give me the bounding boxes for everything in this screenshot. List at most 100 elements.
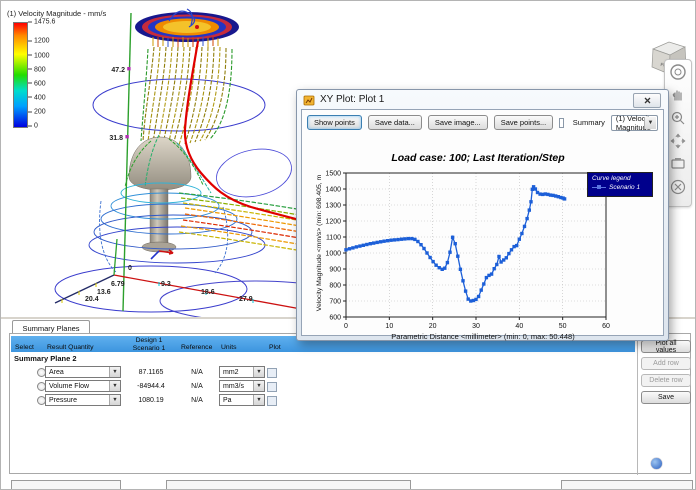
save-image-button[interactable]: Save image...: [427, 115, 488, 130]
units-dropdown[interactable]: mm2 ▼: [219, 366, 265, 378]
svg-text:27.9: 27.9: [239, 296, 253, 303]
chevron-down-icon: ▼: [109, 395, 120, 405]
svg-text:31.8: 31.8: [109, 135, 123, 142]
quantity-dropdown[interactable]: Area ▼: [45, 366, 121, 378]
chart-y-axis-label: Velocity Magnitude <mm/s> (min: 698.405,…: [316, 174, 323, 312]
summary-checkbox-label: Summary: [572, 118, 605, 127]
xy-plot-titlebar[interactable]: XY Plot: Plot 1: [297, 90, 668, 109]
quantity-dropdown[interactable]: Volume Flow ▼: [45, 380, 121, 392]
scenario-value: -84944.4: [137, 383, 165, 390]
summary-table: Select Result Quantity Design 1 Scenario…: [9, 333, 691, 474]
svg-text:1400: 1400: [325, 187, 341, 194]
add-row-button[interactable]: Add row: [641, 357, 691, 370]
svg-text:1500: 1500: [325, 171, 341, 178]
plot-all-values-button[interactable]: Plot all values: [641, 340, 691, 354]
table-row: Pressure ▼ 1080.19 N/A Pa ▼: [11, 394, 635, 407]
legend-tick: 600: [28, 80, 46, 87]
curve-legend: Curve legend Scenario 1: [587, 172, 653, 197]
summary-panel: Summary Planes Select Result Quantity De…: [1, 319, 695, 489]
legend-tick: 200: [28, 108, 46, 115]
chevron-down-icon: ▼: [253, 367, 264, 377]
close-button[interactable]: [633, 93, 661, 108]
save-button[interactable]: Save: [641, 391, 691, 404]
length-ruler: 47.2 31.8: [109, 12, 132, 312]
pan-hand-icon[interactable]: [667, 84, 689, 106]
table-row: Volume Flow ▼ -84944.4 N/A mm3/s ▼: [11, 380, 635, 393]
steering-wheel-icon[interactable]: [667, 61, 689, 83]
curve-legend-title: Curve legend: [592, 175, 631, 182]
orbit-icon[interactable]: [667, 130, 689, 152]
svg-text:1100: 1100: [326, 235, 341, 242]
svg-text:1000: 1000: [325, 251, 341, 258]
svg-text:900: 900: [329, 267, 341, 274]
plot-checkbox[interactable]: [267, 368, 277, 378]
svg-text:60: 60: [602, 323, 610, 330]
series-marker-icon: [592, 185, 606, 189]
chart-x-axis-label: Parametric Distance <millimeter> (min: 0…: [391, 332, 575, 341]
zoom-icon[interactable]: [667, 107, 689, 129]
status-globe-icon[interactable]: [651, 458, 662, 469]
chevron-down-icon: ▼: [109, 367, 120, 377]
reference-value: N/A: [191, 369, 203, 376]
legend-ticks: 1475.6 1200 1000 800 600 400 200 0: [28, 19, 88, 130]
svg-text:47.2: 47.2: [111, 67, 125, 74]
chevron-down-icon: ▼: [109, 381, 120, 391]
reference-value: N/A: [191, 383, 203, 390]
xy-chart-svg: 0 10 20 30 40 50 60 600 700 800 900 1000 1100 1200 130…: [325, 171, 610, 331]
svg-text:700: 700: [329, 299, 341, 306]
col-result-quantity: Result Quantity: [47, 344, 94, 351]
series-name: Scenario 1: [609, 184, 641, 191]
svg-text:10: 10: [385, 323, 393, 330]
col-select: Select: [15, 344, 34, 351]
scenario-value: 1080.19: [138, 397, 164, 404]
legend-tick: 1000: [28, 52, 50, 59]
chevron-down-icon: ▼: [644, 116, 656, 129]
chevron-down-icon: ▼: [253, 395, 264, 405]
save-data-button[interactable]: Save data...: [367, 115, 422, 130]
units-dropdown[interactable]: Pa ▼: [219, 394, 265, 406]
legend-tick: 1200: [28, 38, 50, 45]
svg-text:1300: 1300: [325, 203, 341, 210]
xy-plot-window-title: XY Plot: Plot 1: [320, 94, 385, 105]
scenario-value: 87.1165: [138, 369, 164, 376]
look-at-icon[interactable]: [667, 153, 689, 175]
plot-checkbox[interactable]: [267, 382, 277, 392]
legend-title: (1) Velocity Magnitude - mm/s: [7, 9, 107, 18]
quantity-dropdown[interactable]: Pressure ▼: [45, 394, 121, 406]
result-color-legend: (1) Velocity Magnitude - mm/s 1475.6 1200…: [7, 9, 127, 130]
bottom-stub-panel: [11, 480, 121, 489]
svg-text:20: 20: [429, 323, 437, 330]
xy-plot-window[interactable]: XY Plot: Plot 1 Show points Save data...…: [296, 89, 669, 341]
svg-text:0: 0: [344, 323, 348, 330]
delete-row-button[interactable]: Delete row: [641, 374, 691, 387]
xy-plot-window-icon: [303, 95, 315, 105]
cfd-scene: 47.2 31.8 0 9.3 18.6 27.9 6.79 13.6 20.4: [54, 8, 447, 317]
show-points-button[interactable]: Show points: [307, 115, 362, 130]
summary-checkbox[interactable]: [559, 117, 564, 128]
plot-checkbox[interactable]: [267, 396, 277, 406]
table-row: Area ▼ 87.1165 N/A mm2 ▼: [11, 366, 635, 379]
xy-plot-toolbar: Show points Save data... Save image... S…: [307, 113, 658, 132]
save-points-button[interactable]: Save points...: [493, 115, 554, 130]
svg-text:13.6: 13.6: [97, 289, 111, 296]
col-design-scenario: Design 1 Scenario 1: [132, 337, 166, 352]
bottom-stub-panel: [561, 480, 693, 489]
svg-text:600: 600: [329, 315, 341, 322]
result-quantity-selected: (1) Velocity Magnitude: [615, 113, 653, 132]
result-quantity-dropdown[interactable]: (1) Velocity Magnitude ▼: [610, 113, 658, 132]
legend-tick: 400: [28, 94, 46, 101]
tab-summary-planes[interactable]: Summary Planes: [12, 320, 90, 335]
chevron-down-icon: ▼: [253, 381, 264, 391]
col-units: Units: [221, 344, 237, 351]
reference-value: N/A: [191, 397, 203, 404]
zoom-center-icon[interactable]: [667, 176, 689, 198]
colorbar: [13, 22, 28, 128]
units-dropdown[interactable]: mm3/s ▼: [219, 380, 265, 392]
svg-text:40: 40: [515, 323, 523, 330]
svg-text:6.79: 6.79: [111, 281, 125, 288]
svg-text:50: 50: [559, 323, 567, 330]
svg-text:20.4: 20.4: [85, 296, 99, 303]
legend-tick: 1475.6: [28, 19, 55, 26]
group-row-summary-plane-2: Summary Plane 2: [14, 354, 77, 363]
